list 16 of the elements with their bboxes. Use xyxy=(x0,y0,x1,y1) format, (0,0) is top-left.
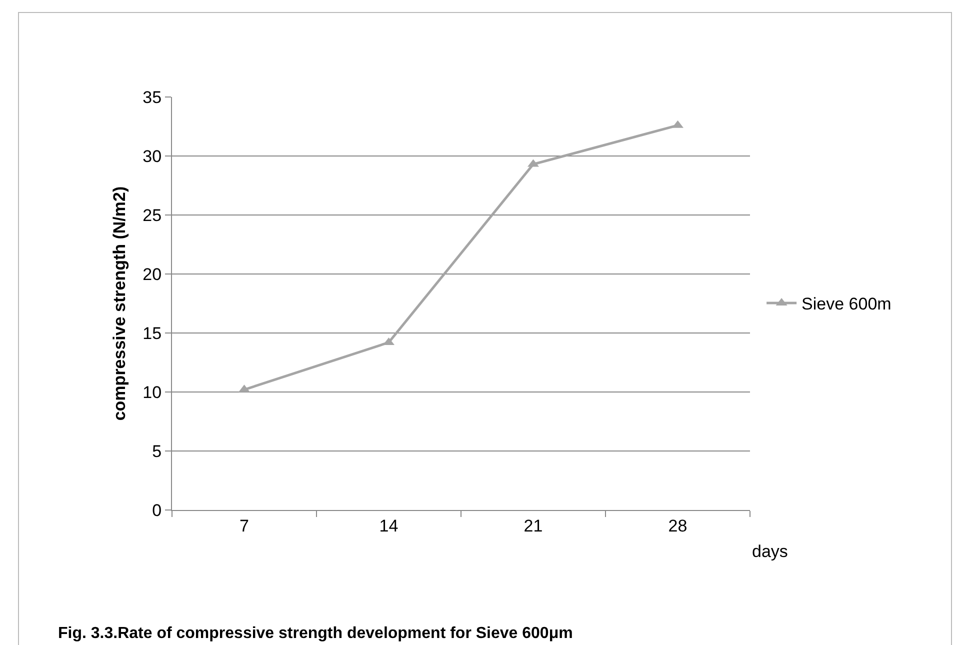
x-tick-label: 28 xyxy=(668,516,688,536)
y-tick-label: 0 xyxy=(152,500,162,520)
legend-label: Sieve 600m xyxy=(802,294,892,314)
y-tick-label: 25 xyxy=(142,206,162,225)
x-tick-label: 7 xyxy=(240,516,249,536)
caption: Fig. 3.3.Rate of compressive strength development for Sieve 600μm xyxy=(58,625,573,642)
y-tick-label: 20 xyxy=(142,264,162,284)
y-tick-label: 15 xyxy=(142,324,162,343)
y-axis-title: compressive strength (N/m2) xyxy=(110,186,130,421)
y-tick-label: 5 xyxy=(152,442,162,461)
y-tick-label: 35 xyxy=(142,88,162,107)
y-tick-label: 10 xyxy=(142,382,162,402)
x-tick-label: 14 xyxy=(379,516,398,536)
x-axis-title: days xyxy=(752,542,788,561)
y-tick-label: 30 xyxy=(142,146,162,166)
x-tick-label: 21 xyxy=(524,516,543,536)
